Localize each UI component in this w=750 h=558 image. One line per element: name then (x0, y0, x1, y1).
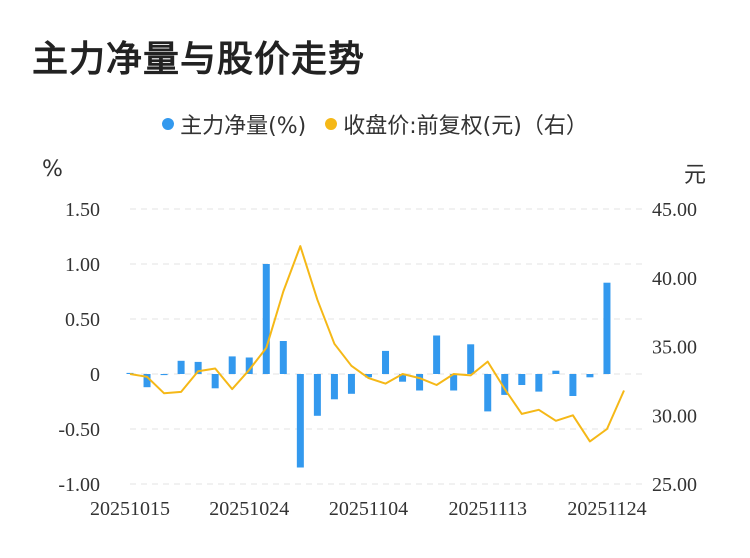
legend-item-net-volume[interactable]: 主力净量(%) (162, 108, 306, 140)
bar (450, 374, 458, 391)
left-axis-unit: % (42, 157, 63, 182)
bar (296, 374, 304, 468)
x-tick-label: 20251104 (329, 498, 408, 520)
axis-labels: 1.50 1.00 0.50 0 -0.50 -1.00 45.00 40.00 35.00 30… (58, 199, 697, 520)
legend-label-close-price: 收盘价:前复权(元)（右） (343, 114, 588, 139)
x-tick-label: 20251124 (567, 498, 646, 520)
bar (569, 374, 577, 396)
left-tick-label: 0 (90, 364, 100, 386)
right-tick-label: 25.00 (652, 474, 697, 496)
right-tick-label: 40.00 (652, 268, 697, 290)
chart-title: 主力净量与股价走势 (32, 39, 366, 80)
bar (228, 356, 236, 374)
legend-marker-close-price (325, 118, 338, 130)
bar (160, 374, 168, 376)
bar (399, 374, 407, 382)
bar (330, 374, 338, 400)
left-tick-label: 0.50 (65, 309, 100, 331)
bar (177, 360, 185, 374)
bar (347, 374, 355, 394)
bar (518, 374, 526, 385)
bar (194, 361, 202, 374)
left-tick-label: -1.00 (58, 474, 100, 496)
bar (364, 374, 372, 378)
bar (126, 372, 134, 374)
x-tick-label: 20251024 (209, 498, 289, 520)
line-series (129, 245, 625, 443)
bar (586, 374, 594, 378)
legend-marker-net-volume (162, 118, 175, 130)
bar (535, 374, 543, 392)
left-tick-label: 1.50 (65, 199, 100, 221)
bar (467, 344, 475, 374)
bar (433, 335, 441, 374)
legend-label-net-volume: 主力净量(%) (180, 114, 307, 139)
bar (279, 341, 287, 374)
bar (552, 370, 560, 374)
bar-series (126, 264, 611, 468)
bar (603, 282, 611, 374)
legend-item-close-price[interactable]: 收盘价:前复权(元)（右） (325, 108, 588, 140)
bar (416, 374, 424, 391)
x-tick-label: 20251113 (448, 498, 527, 520)
bar (484, 374, 492, 412)
x-tick-label: 20251015 (90, 498, 170, 520)
bar (245, 357, 253, 374)
bar (501, 374, 509, 395)
bar (211, 374, 219, 389)
chart-legend: 主力净量(%) 收盘价:前复权(元)（右） (0, 108, 750, 140)
price-line (129, 245, 625, 443)
right-tick-label: 30.00 (652, 405, 697, 427)
bar (313, 374, 321, 416)
right-tick-label: 45.00 (652, 199, 697, 221)
bar (382, 350, 390, 374)
bar (262, 264, 270, 374)
bar (143, 374, 151, 388)
right-axis-unit: 元 (684, 163, 707, 188)
right-tick-label: 35.00 (652, 337, 697, 359)
left-tick-label: -0.50 (58, 419, 100, 441)
grid-lines (130, 208, 645, 485)
left-tick-label: 1.00 (65, 254, 100, 276)
